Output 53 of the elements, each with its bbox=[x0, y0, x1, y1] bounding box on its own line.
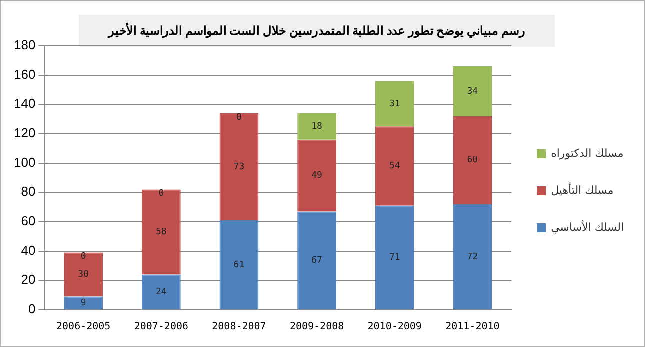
data-label: 49 bbox=[312, 171, 322, 182]
bar bbox=[64, 296, 104, 310]
bar bbox=[453, 204, 492, 310]
bar bbox=[453, 116, 492, 204]
data-label: 54 bbox=[389, 162, 400, 172]
x-tick-label: 2007-2006 bbox=[134, 322, 189, 333]
x-tick-label: 2009-2008 bbox=[290, 322, 344, 333]
bar bbox=[375, 206, 414, 310]
x-tick-label: 2011-2010 bbox=[446, 322, 500, 333]
legend-label: السلك الأساسي bbox=[551, 220, 624, 234]
data-label: 18 bbox=[312, 122, 322, 132]
data-label: 60 bbox=[467, 156, 478, 166]
y-tick-label: 80 bbox=[21, 184, 36, 200]
bar bbox=[375, 81, 414, 127]
data-label: 58 bbox=[156, 228, 167, 238]
data-label: 73 bbox=[234, 162, 245, 172]
data-label: 61 bbox=[234, 260, 245, 270]
bar bbox=[142, 190, 181, 275]
legend-label: مسلك التأهيل bbox=[551, 182, 614, 197]
bar bbox=[453, 66, 492, 116]
y-tick-label: 120 bbox=[14, 126, 36, 141]
bar bbox=[220, 220, 259, 310]
y-tick-label: 0 bbox=[28, 302, 36, 317]
bar bbox=[298, 113, 336, 140]
bar bbox=[220, 113, 259, 221]
y-tick-label: 100 bbox=[14, 154, 36, 170]
y-tick-label: 180 bbox=[14, 38, 36, 53]
bar bbox=[142, 274, 181, 310]
legend-label: مسلك الدكتوراه bbox=[551, 146, 624, 160]
data-label: 71 bbox=[389, 253, 400, 264]
data-label: 34 bbox=[467, 86, 478, 97]
data-label: 31 bbox=[389, 99, 400, 110]
bar bbox=[375, 126, 414, 206]
data-label: 30 bbox=[78, 270, 90, 280]
y-tick-label: 40 bbox=[21, 242, 36, 258]
data-label: 0 bbox=[80, 252, 86, 262]
x-tick-label: 2008-2007 bbox=[212, 322, 266, 333]
data-label: 72 bbox=[467, 252, 478, 262]
bar bbox=[298, 212, 336, 310]
x-tick-label: 2006-2005 bbox=[56, 322, 111, 333]
data-label: 24 bbox=[156, 287, 167, 298]
y-tick-label: 160 bbox=[14, 66, 36, 82]
data-label: 0 bbox=[236, 112, 242, 123]
x-tick-label: 2010-2009 bbox=[368, 322, 422, 333]
y-tick-label: 20 bbox=[21, 272, 36, 288]
y-tick-label: 140 bbox=[14, 96, 36, 112]
y-tick-label: 60 bbox=[21, 214, 36, 229]
data-label: 0 bbox=[158, 189, 164, 200]
bar bbox=[64, 252, 104, 297]
data-label: 9 bbox=[80, 298, 86, 308]
data-label: 67 bbox=[312, 256, 322, 266]
bar bbox=[298, 140, 336, 212]
chart-title: رسم مبياني يوضح تطور عدد الطلبة المتمدرسين خلال الست المواسم الدراسية الأخير bbox=[79, 15, 555, 47]
